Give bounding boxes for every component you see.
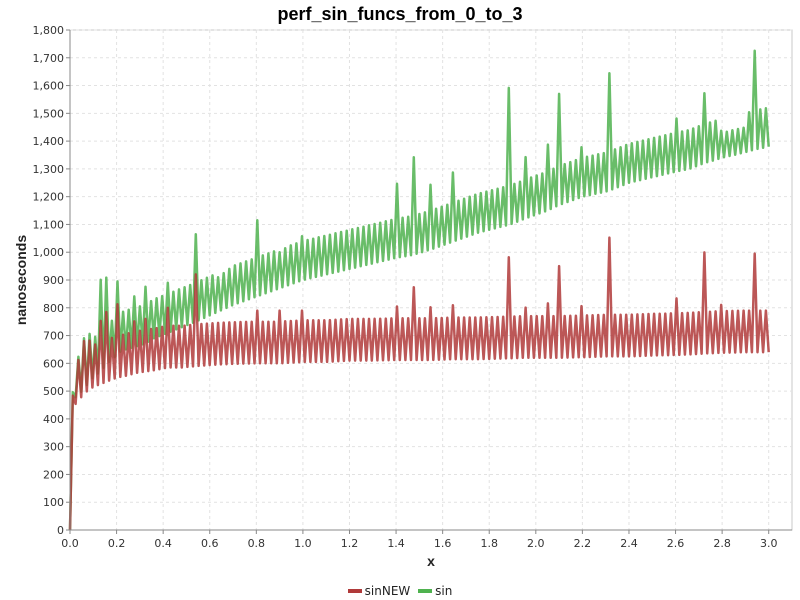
y-tick-label: 600 xyxy=(43,357,64,370)
y-tick-label: 1,400 xyxy=(33,135,65,148)
y-tick-label: 1,000 xyxy=(33,246,65,259)
x-tick-label: 2.6 xyxy=(667,537,685,550)
legend-label-sinnew: sinNEW xyxy=(364,584,411,598)
x-tick-label: 2.8 xyxy=(713,537,731,550)
y-tick-label: 1,200 xyxy=(33,191,65,204)
x-tick-label: 0.8 xyxy=(248,537,266,550)
y-tick-label: 200 xyxy=(43,468,64,481)
chart-title: perf_sin_funcs_from_0_to_3 xyxy=(277,4,523,24)
y-tick-label: 1,300 xyxy=(33,163,65,176)
legend-swatch-sin xyxy=(418,589,433,593)
y-tick-label: 100 xyxy=(43,496,64,509)
legend-item-sin: sin xyxy=(418,584,452,598)
x-tick-label: 2.2 xyxy=(574,537,592,550)
y-tick-label: 500 xyxy=(43,385,64,398)
y-tick-label: 800 xyxy=(43,302,64,315)
series-line-sin xyxy=(68,49,770,531)
x-tick-label: 1.8 xyxy=(480,537,498,550)
x-tick-label: 2.0 xyxy=(527,537,545,550)
x-tick-label: 2.4 xyxy=(620,537,638,550)
y-tick-label: 1,100 xyxy=(33,218,65,231)
series-line-sinnew xyxy=(68,236,770,531)
x-tick-label: 3.0 xyxy=(760,537,778,550)
x-tick-label: 1.6 xyxy=(434,537,452,550)
legend: sinNEW sin xyxy=(0,582,800,598)
y-tick-label: 300 xyxy=(43,441,64,454)
x-tick-label: 1.2 xyxy=(341,537,359,550)
y-tick-label: 1,500 xyxy=(33,107,65,120)
x-tick-label: 1.4 xyxy=(387,537,405,550)
x-tick-label: 0.6 xyxy=(201,537,219,550)
x-tick-label: 1.0 xyxy=(294,537,312,550)
y-tick-label: 1,800 xyxy=(33,24,65,37)
legend-label-sin: sin xyxy=(435,584,453,598)
x-tick-label: 0.0 xyxy=(61,537,79,550)
series-layer xyxy=(68,49,770,531)
y-tick-label: 0 xyxy=(57,524,64,537)
legend-item-sinnew: sinNEW xyxy=(347,584,411,598)
x-tick-label: 0.2 xyxy=(108,537,126,550)
x-tick-label: 0.4 xyxy=(154,537,172,550)
y-tick-label: 900 xyxy=(43,274,64,287)
y-tick-label: 700 xyxy=(43,330,64,343)
y-tick-label: 1,700 xyxy=(33,52,65,65)
x-axis-title: x xyxy=(427,553,435,569)
x-ticks: 0.0 0.2 0.4 0.6 0.8 1.0 1.2 1.4 1.6 1.8 2.0 2.2 2.4 2… xyxy=(61,530,777,550)
y-ticks: 0 100 200 300 400 500 600 700 800 900 1,000 1,100 1,… xyxy=(33,24,70,537)
y-axis-title: nanoseconds xyxy=(13,235,29,325)
y-tick-label: 400 xyxy=(43,413,64,426)
legend-swatch-sinnew xyxy=(347,589,362,593)
y-tick-label: 1,600 xyxy=(33,80,65,93)
